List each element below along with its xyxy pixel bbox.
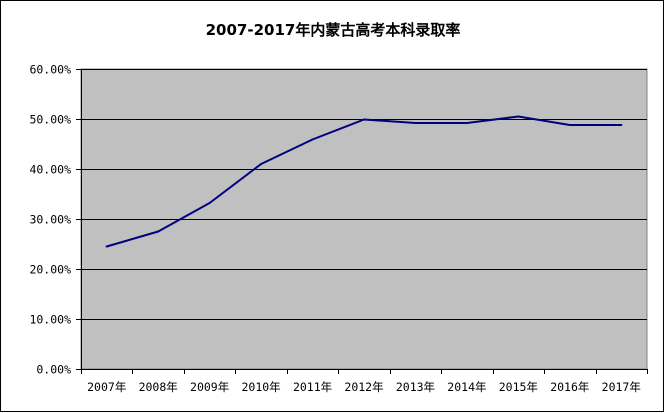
x-tick-label: 2012年 [344,380,383,394]
data-point [414,122,417,124]
y-tick-label: 30.00% [29,213,71,227]
x-tick-label: 2016年 [550,380,589,394]
x-axis-tick-labels: 2007年 2008年 2009年 2010年 2011年 2012年 2013年 2014年… [87,380,641,394]
data-point [517,115,520,118]
data-point [363,118,365,121]
x-tick-label: 2013年 [396,380,435,394]
x-tick-label: 2010年 [241,380,280,394]
x-tick-label: 2014年 [447,380,486,394]
y-tick-label: 60.00% [29,63,71,77]
data-point [157,230,160,233]
chart-title: 2007-2017年内蒙古高考本科录取率 [206,21,461,39]
y-tick-label: 0.00% [36,363,71,377]
x-tick-label: 2007年 [87,380,126,394]
axes [76,69,648,374]
data-point [208,202,211,204]
y-tick-label: 50.00% [29,113,71,127]
series-layer [105,115,623,248]
y-tick-label: 40.00% [29,163,71,177]
y-tick-label: 20.00% [29,263,71,277]
data-point [620,124,623,126]
x-tick-label: 2009年 [190,380,229,394]
x-tick-label: 2011年 [293,380,332,394]
data-point [568,124,571,126]
data-point [105,245,108,248]
x-tick-label: 2008年 [139,380,178,394]
data-point [311,138,314,141]
y-axis-tick-labels: 0.00% 10.00% 20.00% 30.00% 40.00% 50.00% 60.00… [29,63,71,377]
data-point [465,122,468,124]
data-point [260,163,263,165]
x-tick-label: 2015年 [499,380,538,394]
y-tick-label: 10.00% [29,313,71,327]
x-tick-label: 2017年 [602,380,641,394]
